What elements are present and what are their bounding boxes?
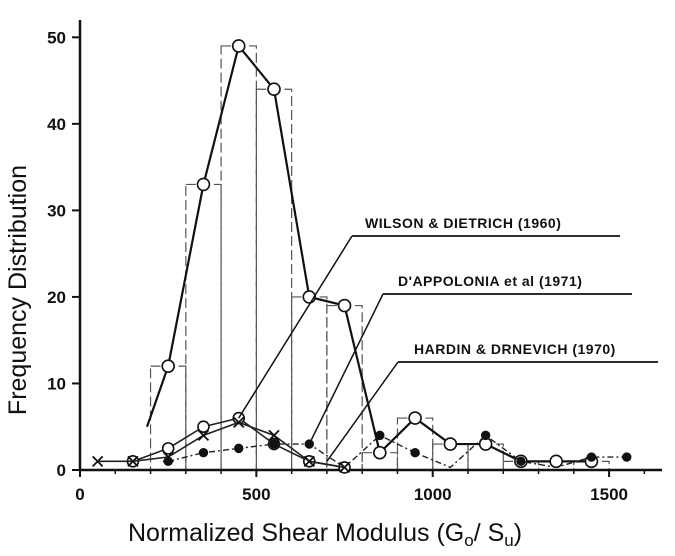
y-tick-label: 40 [47,115,66,134]
x-axis-title-sub-u: u [504,531,513,550]
annotations: WILSON & DIETRICH (1960) D'APPOLONIA et a… [238,215,658,462]
axes [78,20,662,472]
data-point-cross [197,429,210,442]
data-point-filled [198,447,209,458]
data-point-filled [375,430,385,441]
data-point-filled [234,443,244,454]
series-line-1 [145,43,592,463]
y-tick-label: 50 [47,28,66,47]
x-tick-label: 0 [75,485,84,504]
data-point-open [408,411,422,425]
x-axis-title-mid: / S [474,519,505,547]
x-tick-label: 500 [242,485,270,504]
y-axis-title: Frequency Distribution [4,165,32,415]
y-tick-label: 30 [47,201,66,220]
data-point-filled [163,456,173,467]
data-point-filled [586,452,597,462]
series [91,39,632,474]
data-point-filled [304,439,314,449]
data-point-open [197,420,210,434]
annotation-label: HARDIN & DRNEVICH (1970) [414,341,616,357]
data-point-open [161,442,175,455]
x-axis-title: Normalized Shear Modulus (Go/ Su) [128,519,522,550]
data-point-open [196,177,211,192]
histogram-bar [255,88,293,471]
data-point-filled [269,439,279,449]
annotation-leader [308,293,384,445]
data-point-cross [127,455,139,467]
data-point-open [337,298,352,313]
data-point-open [443,437,458,451]
y-tick-label: 0 [57,461,66,480]
annotation-leader [238,235,353,419]
data-point-filled [410,447,420,458]
data-point-cross [268,429,280,442]
annotation-label: D'APPOLONIA et al (1971) [398,273,582,289]
data-point-filled [622,452,632,462]
data-point-open [161,359,175,373]
x-tick-label: 1000 [414,485,452,504]
annotation-leader [326,361,399,462]
data-point-cross [91,455,104,467]
annotation-label: WILSON & DIETRICH (1960) [365,215,561,231]
data-point-cross [233,416,245,429]
x-tick-label: 1500 [590,485,628,504]
data-point-open [549,454,563,469]
x-axis-title-main: Normalized Shear Modulus (G [128,519,464,547]
data-point-open [373,445,387,460]
x-axis-title-end: ) [514,519,522,547]
x-axis-title-sub-o: o [464,531,473,550]
y-tick-label: 10 [47,374,66,393]
series-line-4 [168,434,627,469]
data-point-open [267,82,281,97]
histogram [149,45,610,471]
histogram-bar [220,45,257,471]
data-point-cross [303,455,315,467]
data-point-filled [516,456,526,467]
data-point-filled [480,430,491,441]
histogram-bar [326,304,363,471]
y-tick-label: 20 [47,288,66,307]
series-line-3 [97,421,345,469]
data-point-open [231,39,246,53]
